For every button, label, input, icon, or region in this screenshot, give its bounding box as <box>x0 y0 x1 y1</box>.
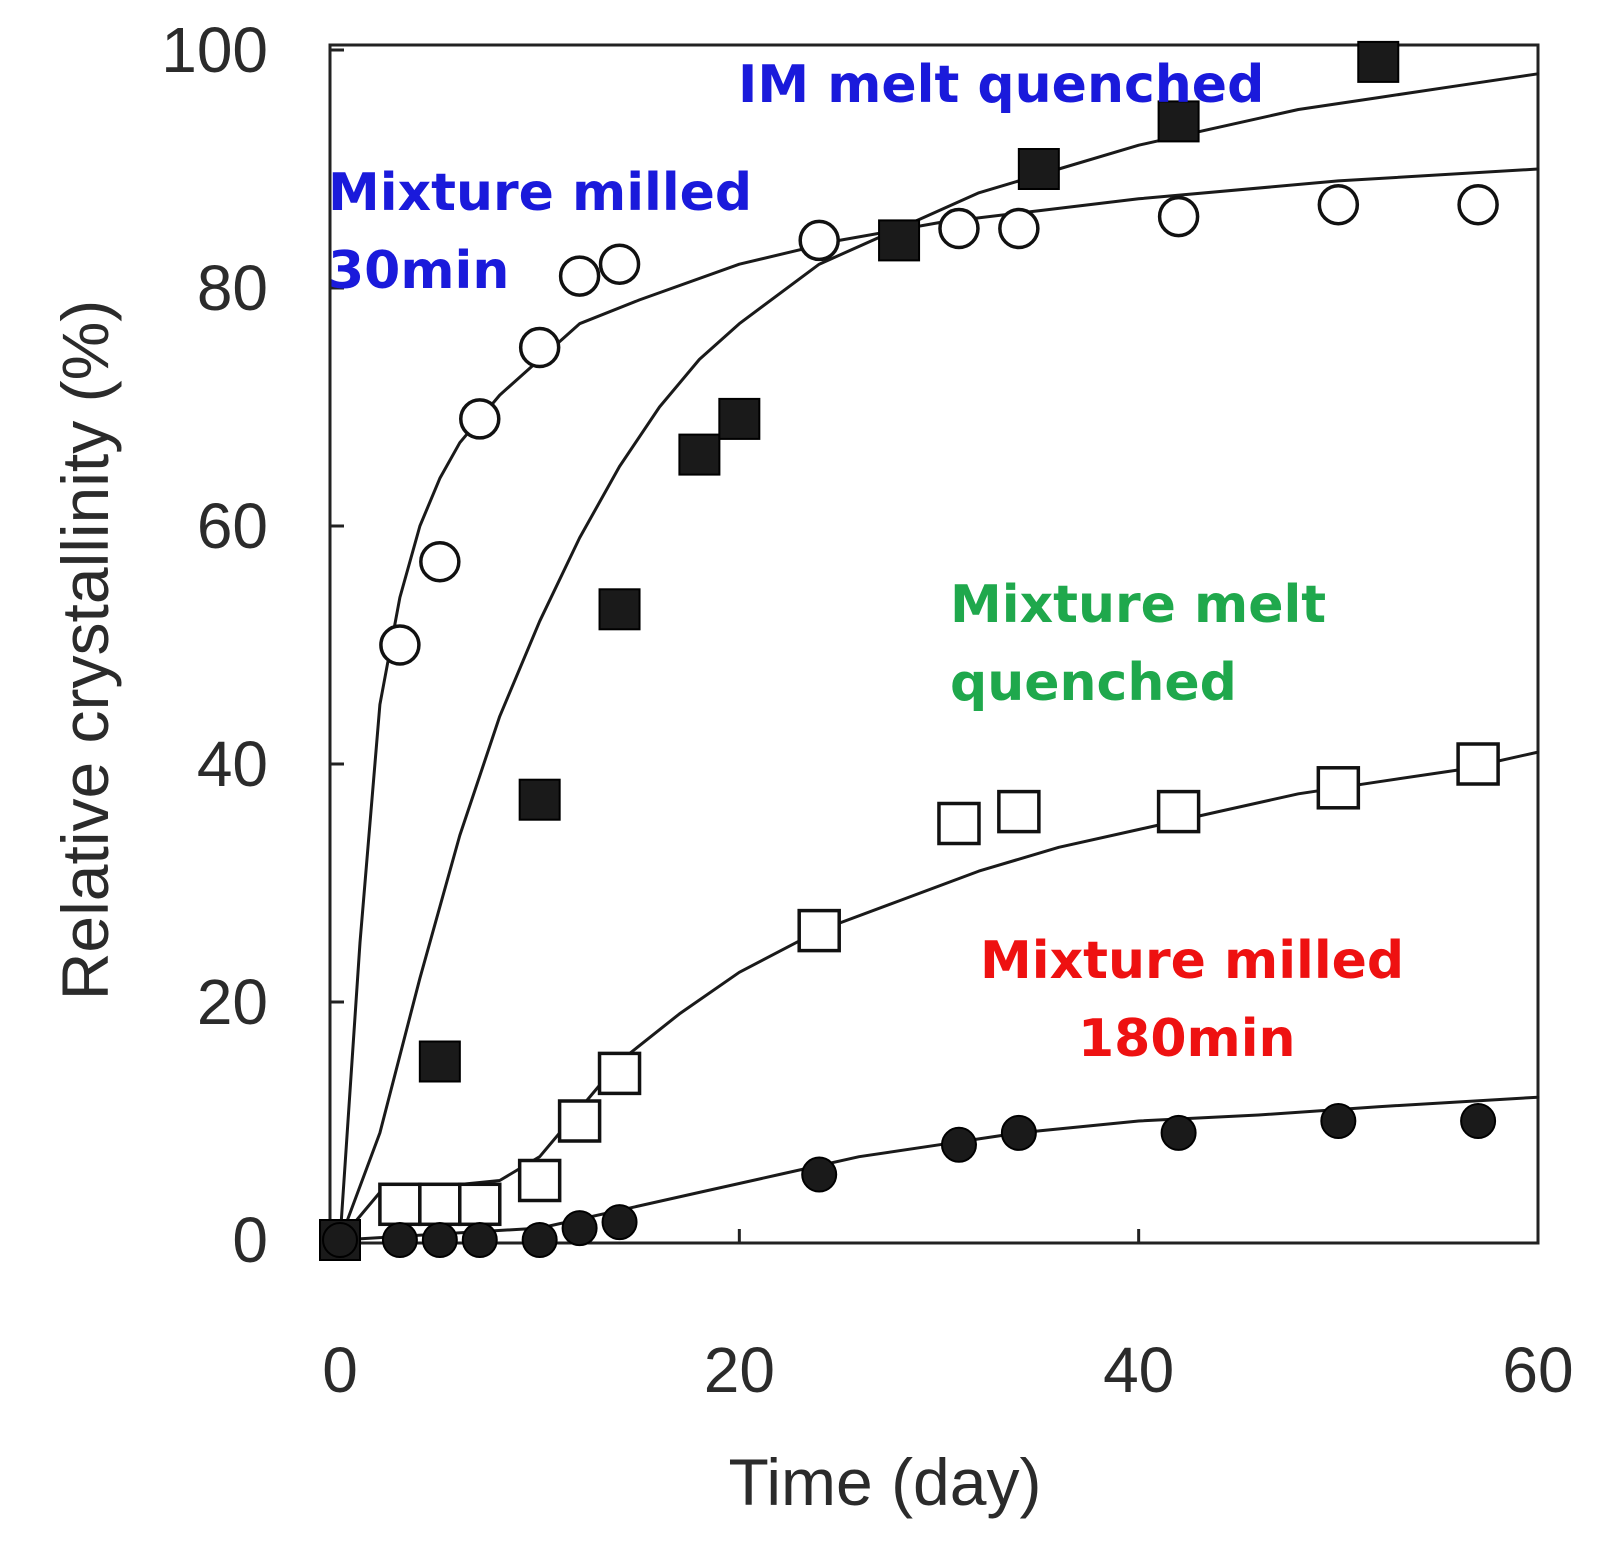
point-series-3-4 <box>521 1222 558 1258</box>
point-series-2-6 <box>797 908 841 953</box>
annotation-im-melt-quenched: IM melt quenched <box>738 55 1264 115</box>
point-series-0-5 <box>718 397 761 440</box>
point-series-0-1 <box>418 1040 461 1083</box>
point-series-2-4 <box>557 1099 602 1143</box>
annotation-milled-30-line2: 30min <box>328 241 509 301</box>
data-points <box>319 40 1500 1261</box>
x-tick-label-0: 0 <box>322 1334 358 1406</box>
point-series-1-1 <box>419 540 461 583</box>
point-series-3-11 <box>1320 1103 1357 1139</box>
annotation-mixture-melt-line2: quenched <box>950 653 1237 713</box>
point-series-1-3 <box>518 326 561 369</box>
x-axis: 0 20 40 60 <box>322 1229 1574 1406</box>
y-axis: 0 20 40 60 80 100 <box>161 14 344 1276</box>
point-series-1-0 <box>379 624 421 666</box>
x-tick-label-20: 20 <box>704 1334 775 1406</box>
x-axis-title: Time (day) <box>729 1445 1042 1519</box>
point-series-3-0 <box>322 1222 358 1258</box>
annotation-mixture-melt-line1: Mixture melt <box>950 575 1326 635</box>
y-tick-label-40: 40 <box>197 728 268 800</box>
point-series-1-2 <box>459 398 501 440</box>
point-series-1-8 <box>998 207 1040 250</box>
point-series-0-8 <box>1157 100 1200 143</box>
point-series-2-9 <box>1156 789 1201 834</box>
point-series-1-7 <box>938 207 980 250</box>
point-series-1-5 <box>598 243 641 285</box>
point-series-3-5 <box>561 1210 598 1247</box>
point-series-2-8 <box>997 789 1041 834</box>
plot-frame <box>328 43 1540 1245</box>
fit-curve-series-1 <box>338 167 1540 1242</box>
point-series-1-10 <box>1317 183 1360 226</box>
y-tick-label-60: 60 <box>197 490 268 562</box>
point-series-2-5 <box>597 1051 642 1096</box>
point-series-3-1 <box>381 1222 418 1258</box>
x-tick-label-60: 60 <box>1502 1334 1573 1406</box>
x-tick-label-40: 40 <box>1103 1334 1174 1406</box>
point-series-3-9 <box>1000 1114 1037 1151</box>
point-series-0-2 <box>518 778 561 821</box>
point-series-2-10 <box>1316 766 1361 810</box>
fit-curves <box>338 72 1540 1242</box>
fit-curve-series-0 <box>338 72 1540 1242</box>
point-series-0-7 <box>1017 148 1060 190</box>
annotation-milled-180-line1: Mixture milled <box>980 931 1404 991</box>
point-series-2-1 <box>418 1182 462 1227</box>
y-tick-label-80: 80 <box>197 252 268 324</box>
point-series-2-2 <box>458 1182 502 1227</box>
point-series-2-11 <box>1456 742 1500 786</box>
point-series-3-6 <box>601 1204 638 1241</box>
point-series-1-11 <box>1457 183 1499 226</box>
y-tick-label-20: 20 <box>197 966 268 1038</box>
point-series-2-3 <box>517 1158 562 1203</box>
point-series-1-9 <box>1157 195 1200 238</box>
point-series-0-3 <box>598 588 641 631</box>
point-series-3-10 <box>1160 1114 1197 1151</box>
point-series-2-7 <box>937 801 981 846</box>
point-series-0-4 <box>678 433 721 476</box>
point-series-1-4 <box>558 255 601 297</box>
y-tick-label-100: 100 <box>161 14 268 86</box>
y-axis-title: Relative crystallinity (%) <box>48 300 122 1000</box>
point-series-3-12 <box>1460 1103 1497 1139</box>
point-series-2-0 <box>378 1182 422 1227</box>
point-series-1-6 <box>798 219 840 262</box>
point-series-0-9 <box>1357 40 1400 83</box>
point-series-3-8 <box>940 1126 977 1163</box>
point-series-3-7 <box>801 1156 838 1193</box>
point-series-0-6 <box>878 219 921 262</box>
annotation-milled-180-line2: 180min <box>1078 1009 1296 1069</box>
y-tick-label-0: 0 <box>232 1204 268 1276</box>
annotation-milled-30-line1: Mixture milled <box>328 163 752 223</box>
point-series-3-3 <box>461 1222 498 1258</box>
point-series-3-2 <box>421 1222 458 1258</box>
